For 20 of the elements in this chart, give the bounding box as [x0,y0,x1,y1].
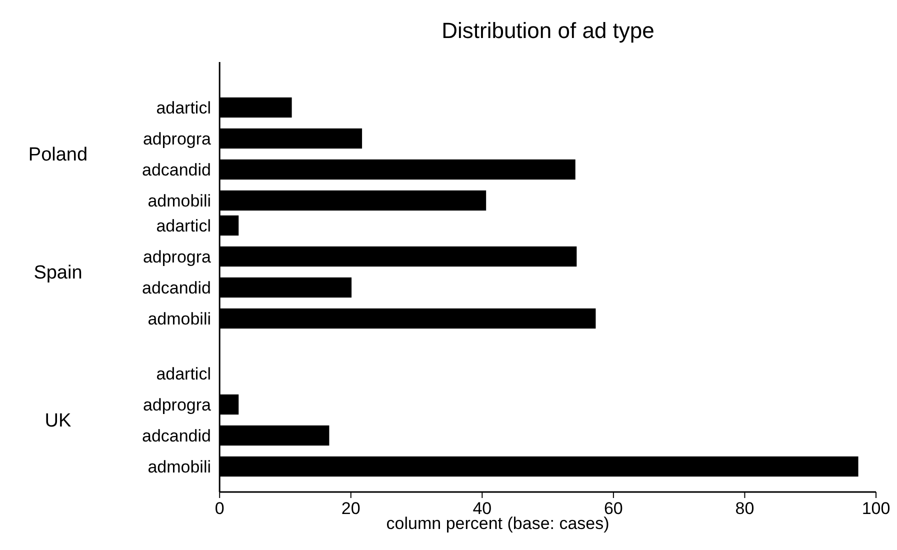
x-tick-label: 0 [214,499,224,518]
y-tick-label: adcandid [142,426,211,446]
y-axis-title: Spain [34,262,82,284]
x-tick-label: 20 [341,499,360,518]
y-tick-label: adcandid [142,278,211,298]
y-tick-label: adcandid [142,160,211,180]
y-tick-label: adarticl [156,98,211,118]
chart-title: Distribution of ad type [442,18,654,43]
y-axis-title: Poland [28,144,88,166]
y-tick-label: adarticl [156,364,211,384]
y-axis-title: UK [44,410,72,432]
y-tick-label: admobili [148,191,211,210]
y-tick-label: adprogra [142,395,212,414]
y-tick-label: adarticl [156,216,211,236]
y-tick-label: admobili [148,309,211,328]
x-tick-label: 100 [862,499,890,518]
x-tick-label: 80 [735,499,754,518]
y-tick-label: adprogra [142,129,212,148]
y-tick-label: adprogra [142,247,212,266]
y-tick-label: admobili [148,457,211,476]
